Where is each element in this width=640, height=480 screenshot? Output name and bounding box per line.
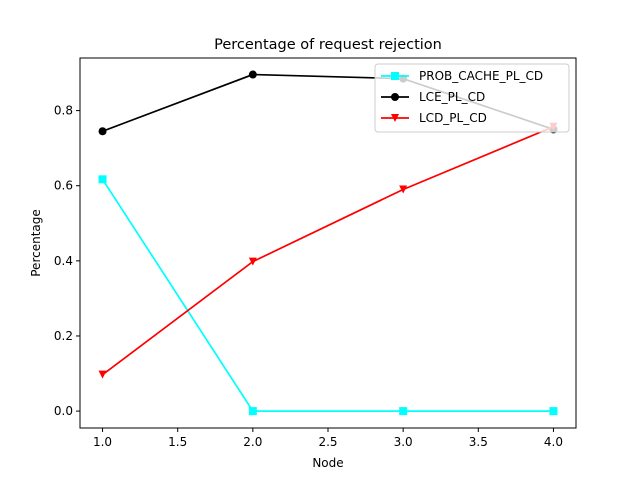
y-tick-label: 0.0 bbox=[54, 404, 73, 418]
legend: PROB_CACHE_PL_CD LCE_PL_CD LCD_PL_CD bbox=[374, 63, 570, 133]
legend-entry: LCD_PL_CD bbox=[381, 111, 487, 125]
series-line bbox=[101, 178, 554, 412]
x-tick-label: 1.5 bbox=[168, 435, 187, 449]
y-tick-label: 0.6 bbox=[54, 179, 73, 193]
data-point bbox=[399, 185, 408, 194]
series-line bbox=[102, 125, 554, 376]
legend-label: LCD_PL_CD bbox=[419, 111, 487, 125]
y-tick-label: 0.2 bbox=[54, 329, 73, 343]
legend-entry: PROB_CACHE_PL_CD bbox=[381, 69, 543, 83]
x-axis-label: Node bbox=[312, 456, 343, 470]
x-tick-label: 3.5 bbox=[469, 435, 488, 449]
data-point bbox=[98, 175, 107, 184]
legend-marker bbox=[391, 114, 399, 122]
x-tick-label: 1.0 bbox=[93, 435, 112, 449]
chart-title: Percentage of request rejection bbox=[214, 37, 442, 53]
x-tick-label: 3.0 bbox=[394, 435, 413, 449]
data-point bbox=[549, 407, 558, 416]
series-0 bbox=[98, 175, 558, 416]
legend-entry: LCE_PL_CD bbox=[381, 90, 485, 104]
y-axis: 0.0 0.2 0.4 0.6 0.8 bbox=[54, 104, 80, 418]
x-tick-label: 2.0 bbox=[243, 435, 262, 449]
data-point bbox=[98, 370, 107, 379]
legend-label: LCE_PL_CD bbox=[419, 90, 485, 104]
x-tick-label: 2.5 bbox=[318, 435, 337, 449]
legend-marker bbox=[391, 72, 399, 80]
legend-label: PROB_CACHE_PL_CD bbox=[419, 69, 543, 83]
x-axis: 1.0 1.5 2.0 2.5 3.0 3.5 4.0 bbox=[93, 428, 563, 449]
y-tick-label: 0.8 bbox=[54, 104, 73, 118]
legend-marker bbox=[391, 93, 399, 101]
data-point bbox=[248, 257, 257, 266]
legend-box bbox=[374, 63, 570, 133]
data-point bbox=[399, 407, 408, 416]
x-tick-label: 4.0 bbox=[544, 435, 563, 449]
y-tick-label: 0.4 bbox=[54, 254, 73, 268]
y-axis-label: Percentage bbox=[29, 209, 43, 277]
data-point bbox=[98, 127, 107, 136]
data-point bbox=[248, 70, 257, 79]
data-point bbox=[248, 407, 257, 416]
